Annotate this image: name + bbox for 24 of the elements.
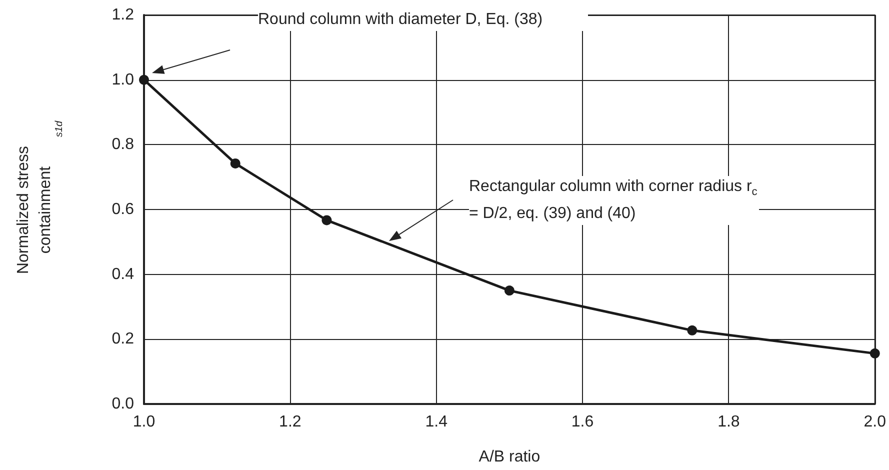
point — [870, 348, 880, 358]
point — [139, 74, 149, 85]
point — [504, 286, 514, 296]
x-tick-label: 1.6 — [571, 414, 594, 430]
y-tick-label: 0.4 — [112, 266, 134, 283]
x-tick-label: 1.2 — [279, 414, 302, 430]
x-tick-label: 1.8 — [718, 414, 740, 430]
point — [687, 325, 698, 336]
text: s1d — [53, 120, 66, 138]
point — [230, 158, 240, 168]
y-axis-title: Normalized stress containment — [15, 146, 54, 274]
y-tick-label: 1.2 — [112, 6, 134, 24]
point — [322, 215, 332, 226]
y-tick-label: 0.0 — [112, 396, 134, 412]
x-axis-title: A/B ratio — [478, 448, 540, 466]
y-tick-label: 0.8 — [112, 136, 134, 154]
annotation: Round column with diameter D, Eq. (38) — [258, 9, 588, 31]
x-tick-label: 1.4 — [425, 414, 448, 430]
text: Rectangular column with corner radius r$_{c}$ = D/2, eq. (39) and (40) — [469, 178, 758, 222]
x-tick-label: 1.0 — [132, 414, 156, 430]
y-tick-label: 0.6 — [112, 201, 134, 218]
y-tick-label: 0.2 — [112, 330, 134, 348]
y-tick-label: 1.0 — [112, 71, 134, 88]
x-tick-label: 2.0 — [864, 414, 886, 430]
